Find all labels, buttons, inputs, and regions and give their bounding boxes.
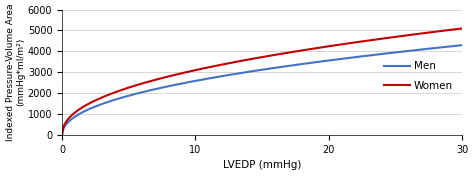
Women (220, 63, 226, 65)
Men (220, 75, 226, 77)
Women (430, 31, 436, 33)
Men (332, 59, 338, 61)
Women (459, 27, 465, 29)
Women (374, 38, 380, 40)
Men (233, 73, 239, 75)
Men (397, 51, 402, 53)
Legend: Men, Women: Men, Women (380, 57, 457, 95)
Women (332, 44, 338, 46)
Women (233, 61, 239, 63)
Men (459, 44, 465, 46)
Women (397, 35, 402, 37)
Y-axis label: Indexed Pressure-Volume Area
(mmHg*ml/m²): Indexed Pressure-Volume Area (mmHg*ml/m²… (6, 4, 25, 141)
Men (374, 54, 380, 56)
X-axis label: LVEDP (mmHg): LVEDP (mmHg) (223, 161, 301, 170)
Men (430, 47, 436, 49)
Women (59, 134, 65, 136)
Men (59, 134, 65, 136)
Line: Men: Men (62, 45, 462, 135)
Line: Women: Women (62, 28, 462, 135)
